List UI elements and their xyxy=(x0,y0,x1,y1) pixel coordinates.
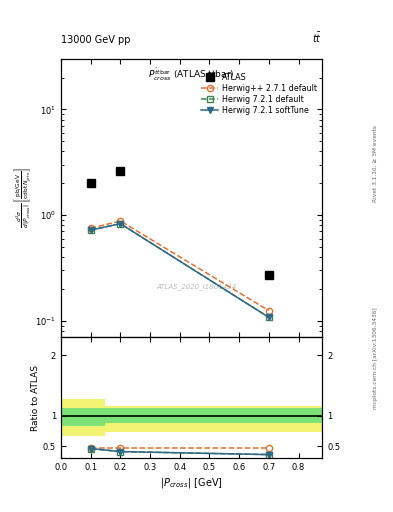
X-axis label: $|P_{cross}|$ [GeV]: $|P_{cross}|$ [GeV] xyxy=(160,476,223,490)
Text: $t\bar{t}$: $t\bar{t}$ xyxy=(312,31,322,45)
Text: 13000 GeV pp: 13000 GeV pp xyxy=(61,35,130,45)
Line: Herwig 7.2.1 softTune: Herwig 7.2.1 softTune xyxy=(88,221,272,321)
Y-axis label: $\frac{d^2\sigma}{d\,|P_{cross}|}\,\left[\frac{\mathrm{pb/GeV}}{\mathrm{cdbt}\,N: $\frac{d^2\sigma}{d\,|P_{cross}|}\,\left… xyxy=(13,167,34,228)
Herwig 7.2.1 default xyxy=(266,314,271,321)
Line: ATLAS: ATLAS xyxy=(87,167,273,279)
Herwig 7.2.1 softTune xyxy=(88,227,93,233)
ATLAS xyxy=(88,180,93,186)
Text: mcplots.cern.ch [arXiv:1306.3436]: mcplots.cern.ch [arXiv:1306.3436] xyxy=(373,308,378,409)
Text: ATLAS_2020_I1801434: ATLAS_2020_I1801434 xyxy=(157,284,237,290)
ATLAS xyxy=(118,168,123,174)
ATLAS xyxy=(266,272,271,279)
Herwig 7.2.1 default xyxy=(118,221,123,227)
Y-axis label: Ratio to ATLAS: Ratio to ATLAS xyxy=(31,365,40,431)
Line: Herwig 7.2.1 default: Herwig 7.2.1 default xyxy=(88,221,272,321)
Herwig++ 2.7.1 default xyxy=(266,308,271,314)
Herwig++ 2.7.1 default xyxy=(118,218,123,224)
Herwig++ 2.7.1 default xyxy=(88,225,93,231)
Herwig 7.2.1 default xyxy=(88,227,93,233)
Herwig 7.2.1 softTune xyxy=(118,221,123,227)
Text: Rivet 3.1.10, ≥ 3M events: Rivet 3.1.10, ≥ 3M events xyxy=(373,125,378,202)
Herwig 7.2.1 softTune xyxy=(266,314,271,321)
Legend: ATLAS, Herwig++ 2.7.1 default, Herwig 7.2.1 default, Herwig 7.2.1 softTune: ATLAS, Herwig++ 2.7.1 default, Herwig 7.… xyxy=(199,71,318,117)
Text: $P^{\bar{t}t\mathrm{bar}}_{cross}$ (ATLAS ttbar): $P^{\bar{t}t\mathrm{bar}}_{cross}$ (ATLA… xyxy=(148,67,235,83)
Line: Herwig++ 2.7.1 default: Herwig++ 2.7.1 default xyxy=(88,218,272,314)
